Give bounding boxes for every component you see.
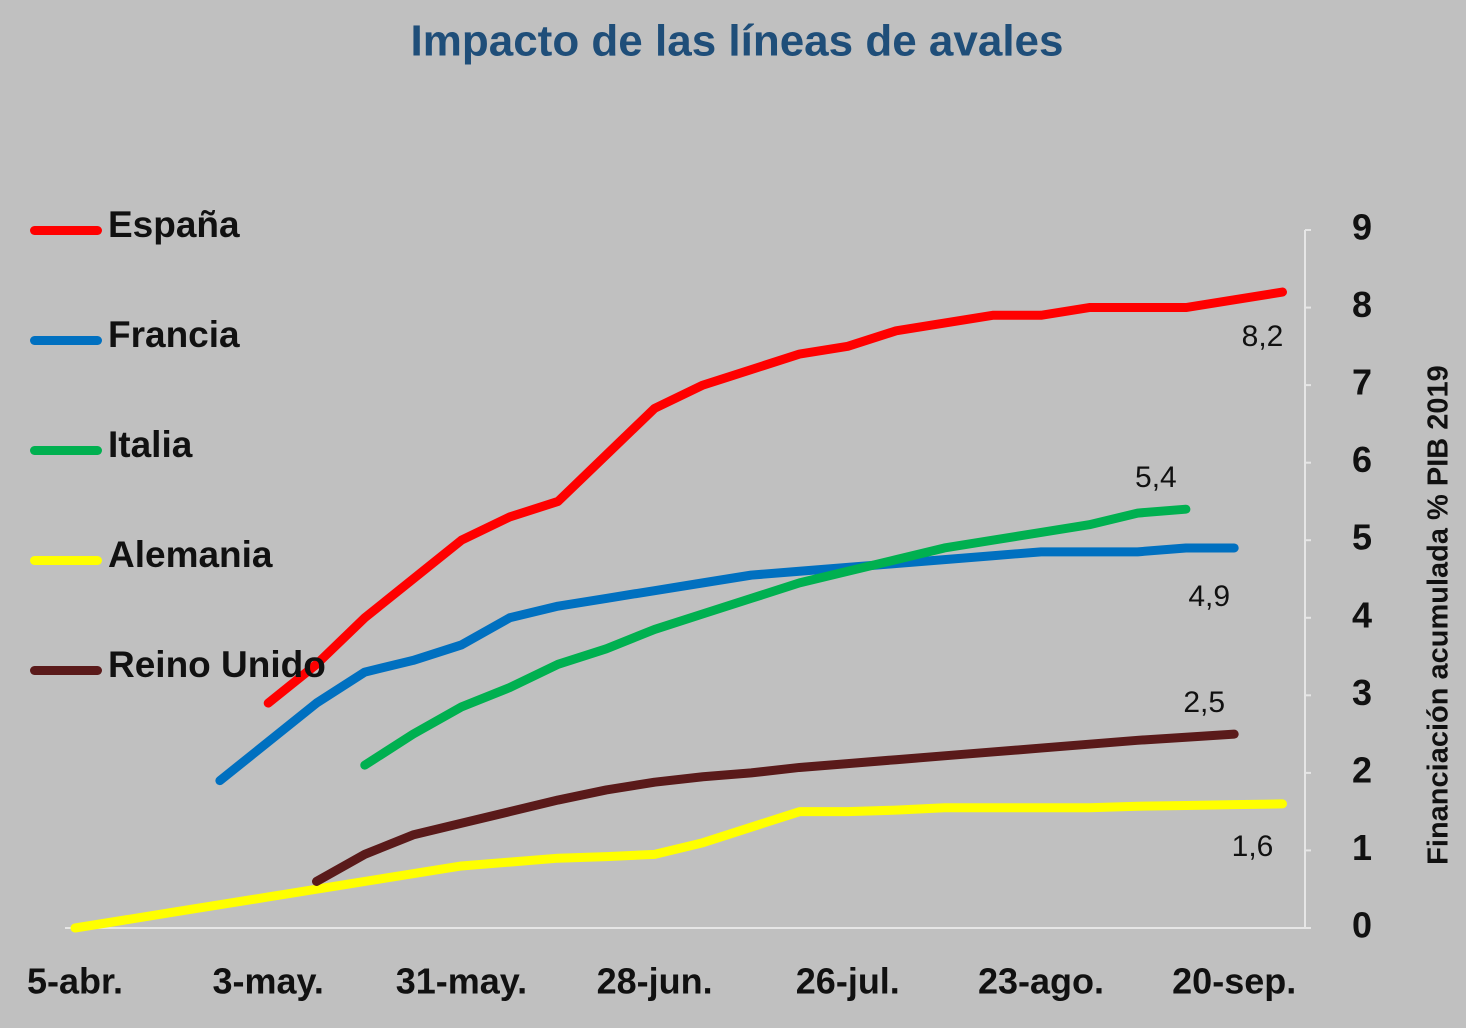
chart-title: Impacto de las líneas de avales [411, 17, 1064, 66]
series-line [360, 504, 1191, 770]
y-tick-label: 5 [1352, 517, 1372, 558]
series-line [263, 287, 1287, 708]
legend-label: España [108, 204, 240, 245]
legend-label: Alemania [108, 534, 273, 575]
data-label: 8,2 [1242, 320, 1284, 353]
legend-swatch [30, 446, 102, 455]
y-tick-label: 2 [1352, 749, 1372, 790]
legend-item: Reino Unido [30, 640, 328, 690]
x-tick-label: 31-may. [396, 961, 527, 1002]
legend-item: España [30, 200, 328, 250]
legend-swatch [30, 336, 102, 345]
y-tick-label: 3 [1352, 672, 1372, 713]
x-tick-label: 5-abr. [27, 961, 123, 1002]
legend-label: Francia [108, 314, 240, 355]
y-tick-label: 1 [1352, 827, 1372, 868]
legend-swatch [30, 666, 102, 675]
legend-swatch [30, 556, 102, 565]
legend-label: Italia [108, 424, 193, 465]
x-tick-label: 23-ago. [978, 961, 1104, 1002]
y-tick-label: 9 [1352, 207, 1372, 248]
series-line [312, 729, 1239, 886]
y-axis-label: Financiación acumulada % PIB 2019 [1423, 365, 1455, 865]
x-tick-label: 26-jul. [796, 961, 900, 1002]
data-label: 5,4 [1135, 461, 1177, 494]
legend-label: Reino Unido [108, 644, 326, 685]
legend-item: Italia [30, 420, 328, 470]
legend-swatch [30, 226, 102, 235]
data-label: 2,5 [1183, 686, 1225, 719]
series-line [70, 799, 1287, 933]
data-label: 1,6 [1232, 830, 1274, 863]
series-line [215, 543, 1239, 786]
legend-item: Francia [30, 310, 328, 360]
y-tick-label: 6 [1352, 439, 1372, 480]
x-tick-label: 28-jun. [597, 961, 713, 1002]
y-tick-label: 0 [1352, 905, 1372, 946]
y-tick-label: 8 [1352, 284, 1372, 325]
y-tick-label: 7 [1352, 362, 1372, 403]
data-label: 4,9 [1188, 580, 1230, 613]
y-tick-label: 4 [1352, 594, 1372, 635]
legend-item: Alemania [30, 530, 328, 580]
x-tick-label: 3-may. [212, 961, 323, 1002]
x-tick-label: 20-sep. [1172, 961, 1296, 1002]
